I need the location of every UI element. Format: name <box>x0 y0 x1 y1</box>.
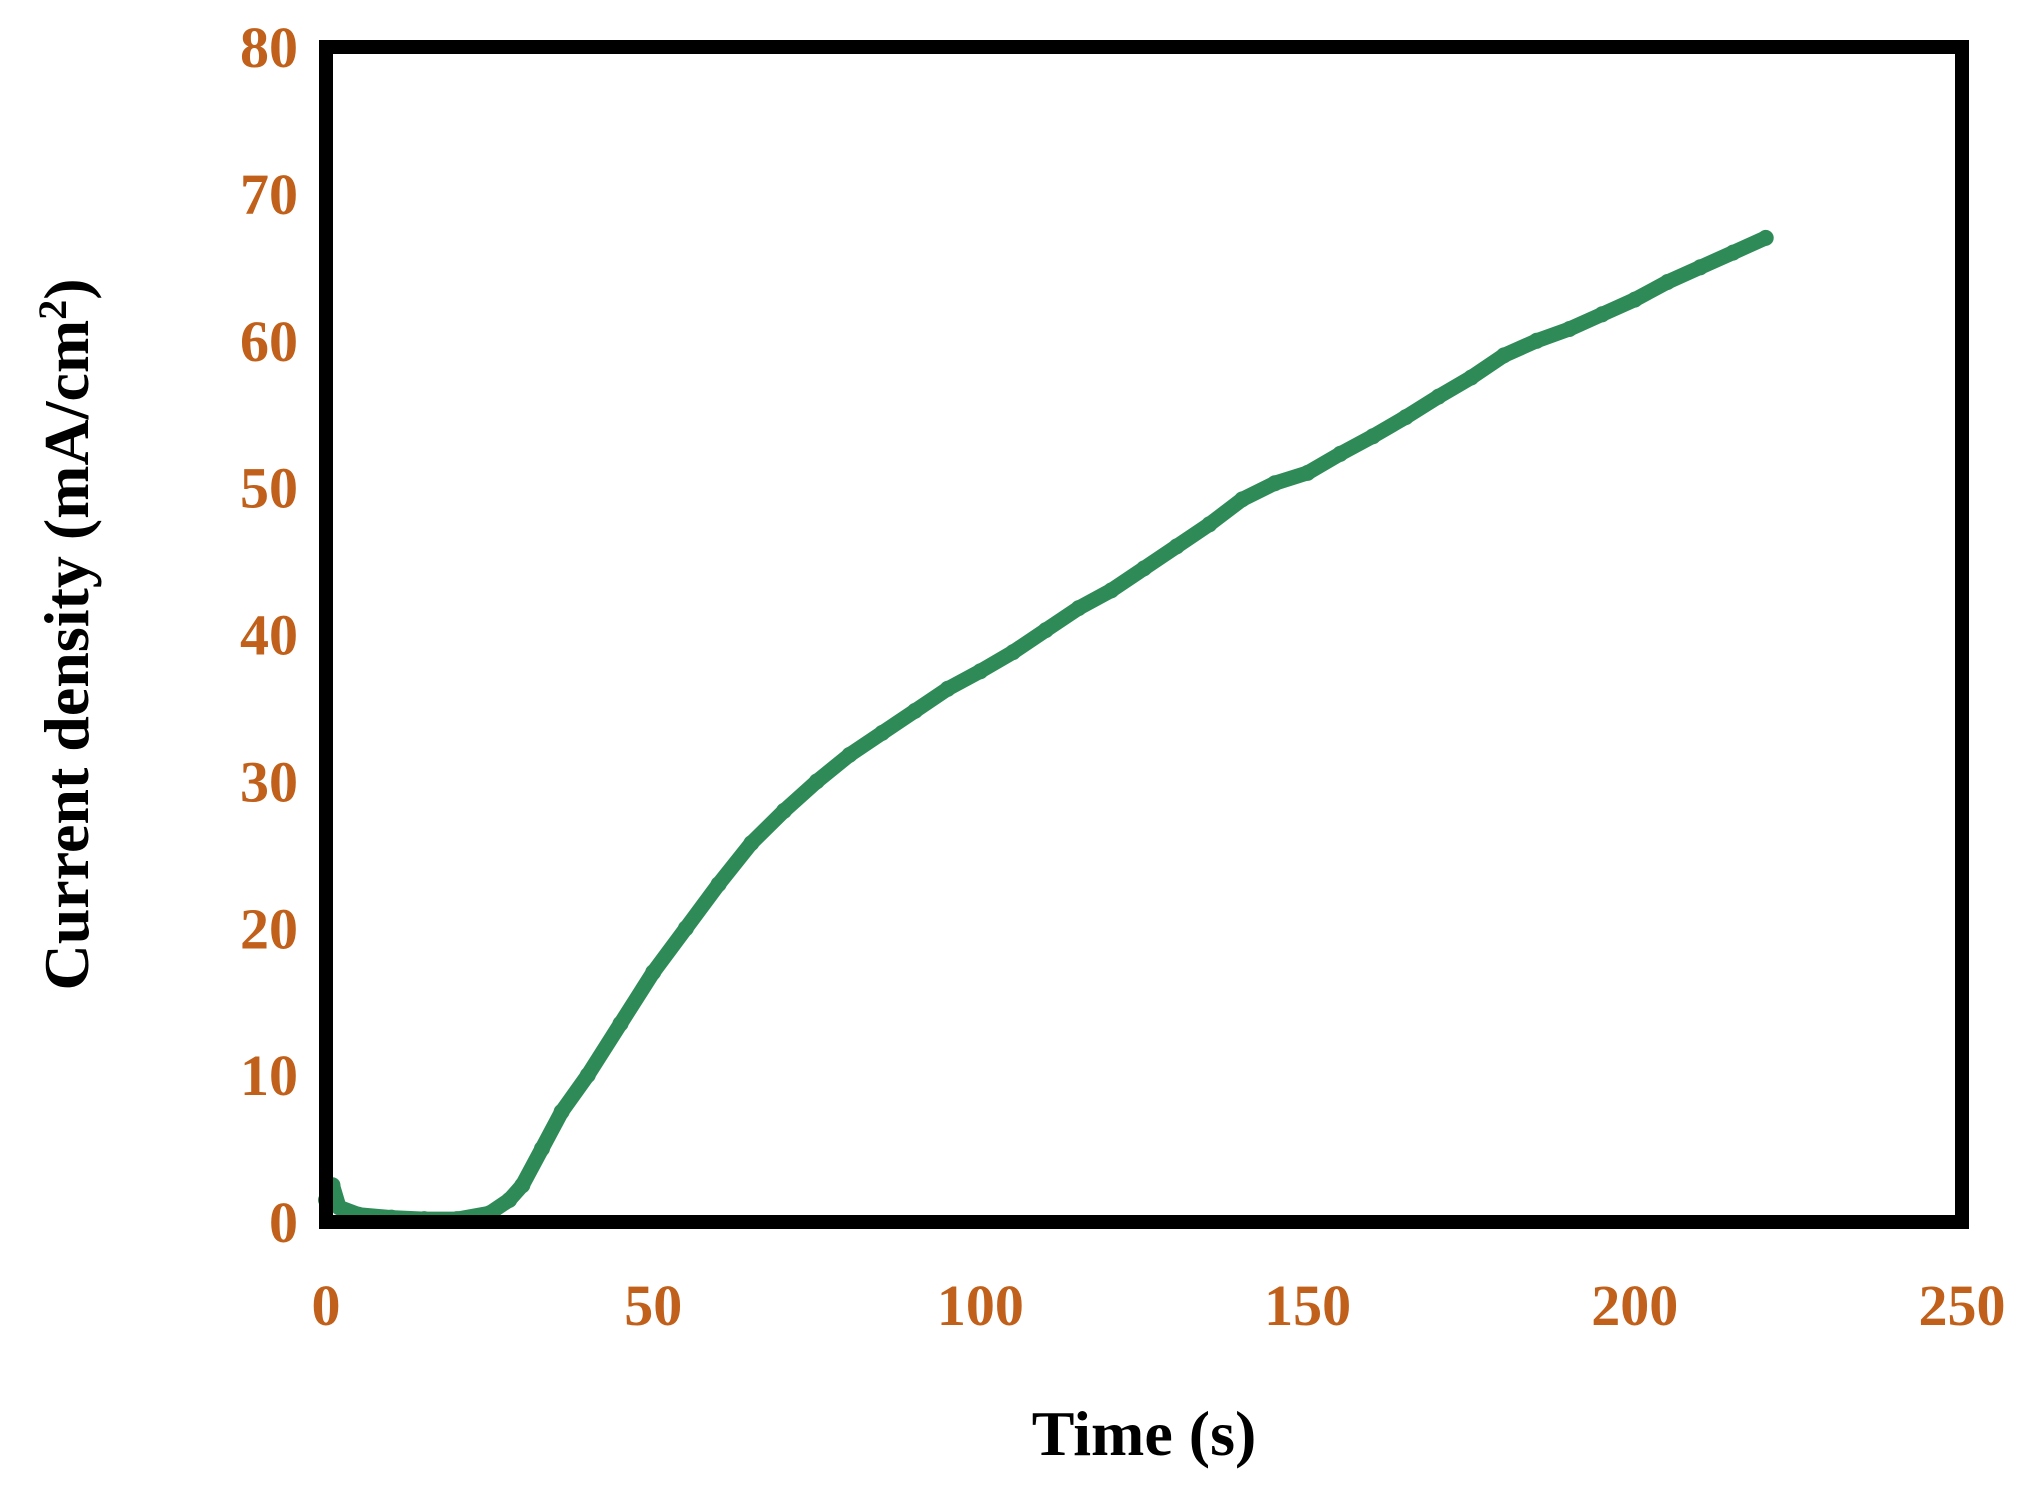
y-axis-title-main: Current density (mA/cm <box>31 320 102 991</box>
data-point <box>1561 321 1578 337</box>
x-tick-label: 200 <box>1591 1273 1678 1338</box>
data-point <box>1757 229 1774 246</box>
data-point <box>776 802 793 819</box>
data-point <box>1495 347 1512 364</box>
x-tick-label: 50 <box>624 1273 682 1338</box>
data-point <box>331 1199 348 1216</box>
data-point <box>1266 475 1283 492</box>
y-tick-label: 70 <box>240 162 298 227</box>
y-tick-label: 50 <box>240 456 298 521</box>
y-tick-label: 40 <box>240 603 298 668</box>
series-line <box>318 230 1774 1227</box>
data-point <box>1070 600 1087 617</box>
data-point <box>808 773 825 790</box>
y-tick-label: 20 <box>240 896 298 961</box>
y-tick-label: 0 <box>269 1190 298 1255</box>
y-tick-label: 10 <box>240 1043 298 1108</box>
y-tick-label: 30 <box>240 749 298 814</box>
data-point <box>534 1140 550 1157</box>
data-point <box>1365 428 1381 445</box>
y-tick-label: 80 <box>240 15 298 80</box>
y-axis-title: Current density (mA/cm2) <box>30 278 102 990</box>
data-point <box>1430 388 1447 405</box>
x-tick-label: 0 <box>312 1273 341 1338</box>
data-point <box>1299 464 1316 481</box>
data-point <box>1136 560 1152 577</box>
data-point <box>553 1103 570 1120</box>
data-point <box>1626 291 1643 308</box>
data-point <box>645 964 662 981</box>
data-point <box>1659 274 1676 290</box>
data-point <box>743 835 760 852</box>
y-axis-title-superscript: 2 <box>30 300 75 320</box>
data-point <box>1725 244 1741 261</box>
data-point <box>841 746 858 763</box>
data-point <box>972 663 989 680</box>
plot-frame <box>319 40 1969 1229</box>
data-point <box>874 724 891 741</box>
data-point <box>579 1067 596 1084</box>
data-point <box>1103 582 1120 599</box>
data-point <box>1692 259 1709 276</box>
data-point <box>710 876 727 893</box>
data-point <box>1005 644 1022 661</box>
x-tick-label: 150 <box>1264 1273 1351 1338</box>
data-point <box>907 702 923 719</box>
x-tick-label: 250 <box>1919 1273 2006 1338</box>
data-point <box>1528 332 1545 349</box>
data-point <box>1332 445 1349 462</box>
data-point <box>677 920 694 937</box>
data-point <box>1234 491 1251 508</box>
data-point <box>514 1177 531 1194</box>
data-point <box>612 1015 629 1032</box>
y-tick-label: 60 <box>240 309 298 374</box>
series-layer <box>318 229 1774 1228</box>
data-point <box>939 680 956 697</box>
y-axis-title-close: ) <box>31 278 102 299</box>
data-point <box>1168 538 1185 555</box>
data-point <box>1037 622 1054 639</box>
data-point <box>1463 369 1480 386</box>
x-tick-label: 100 <box>937 1273 1024 1338</box>
tick-layer: 0 50 100 150 200 250 0 10 20 30 40 50 60 70 80 <box>240 15 2006 1338</box>
data-point <box>1594 306 1611 323</box>
data-point <box>501 1192 518 1208</box>
data-point <box>1201 516 1218 533</box>
data-point <box>1397 409 1414 426</box>
x-axis-title: Time (s) <box>1032 1398 1257 1469</box>
